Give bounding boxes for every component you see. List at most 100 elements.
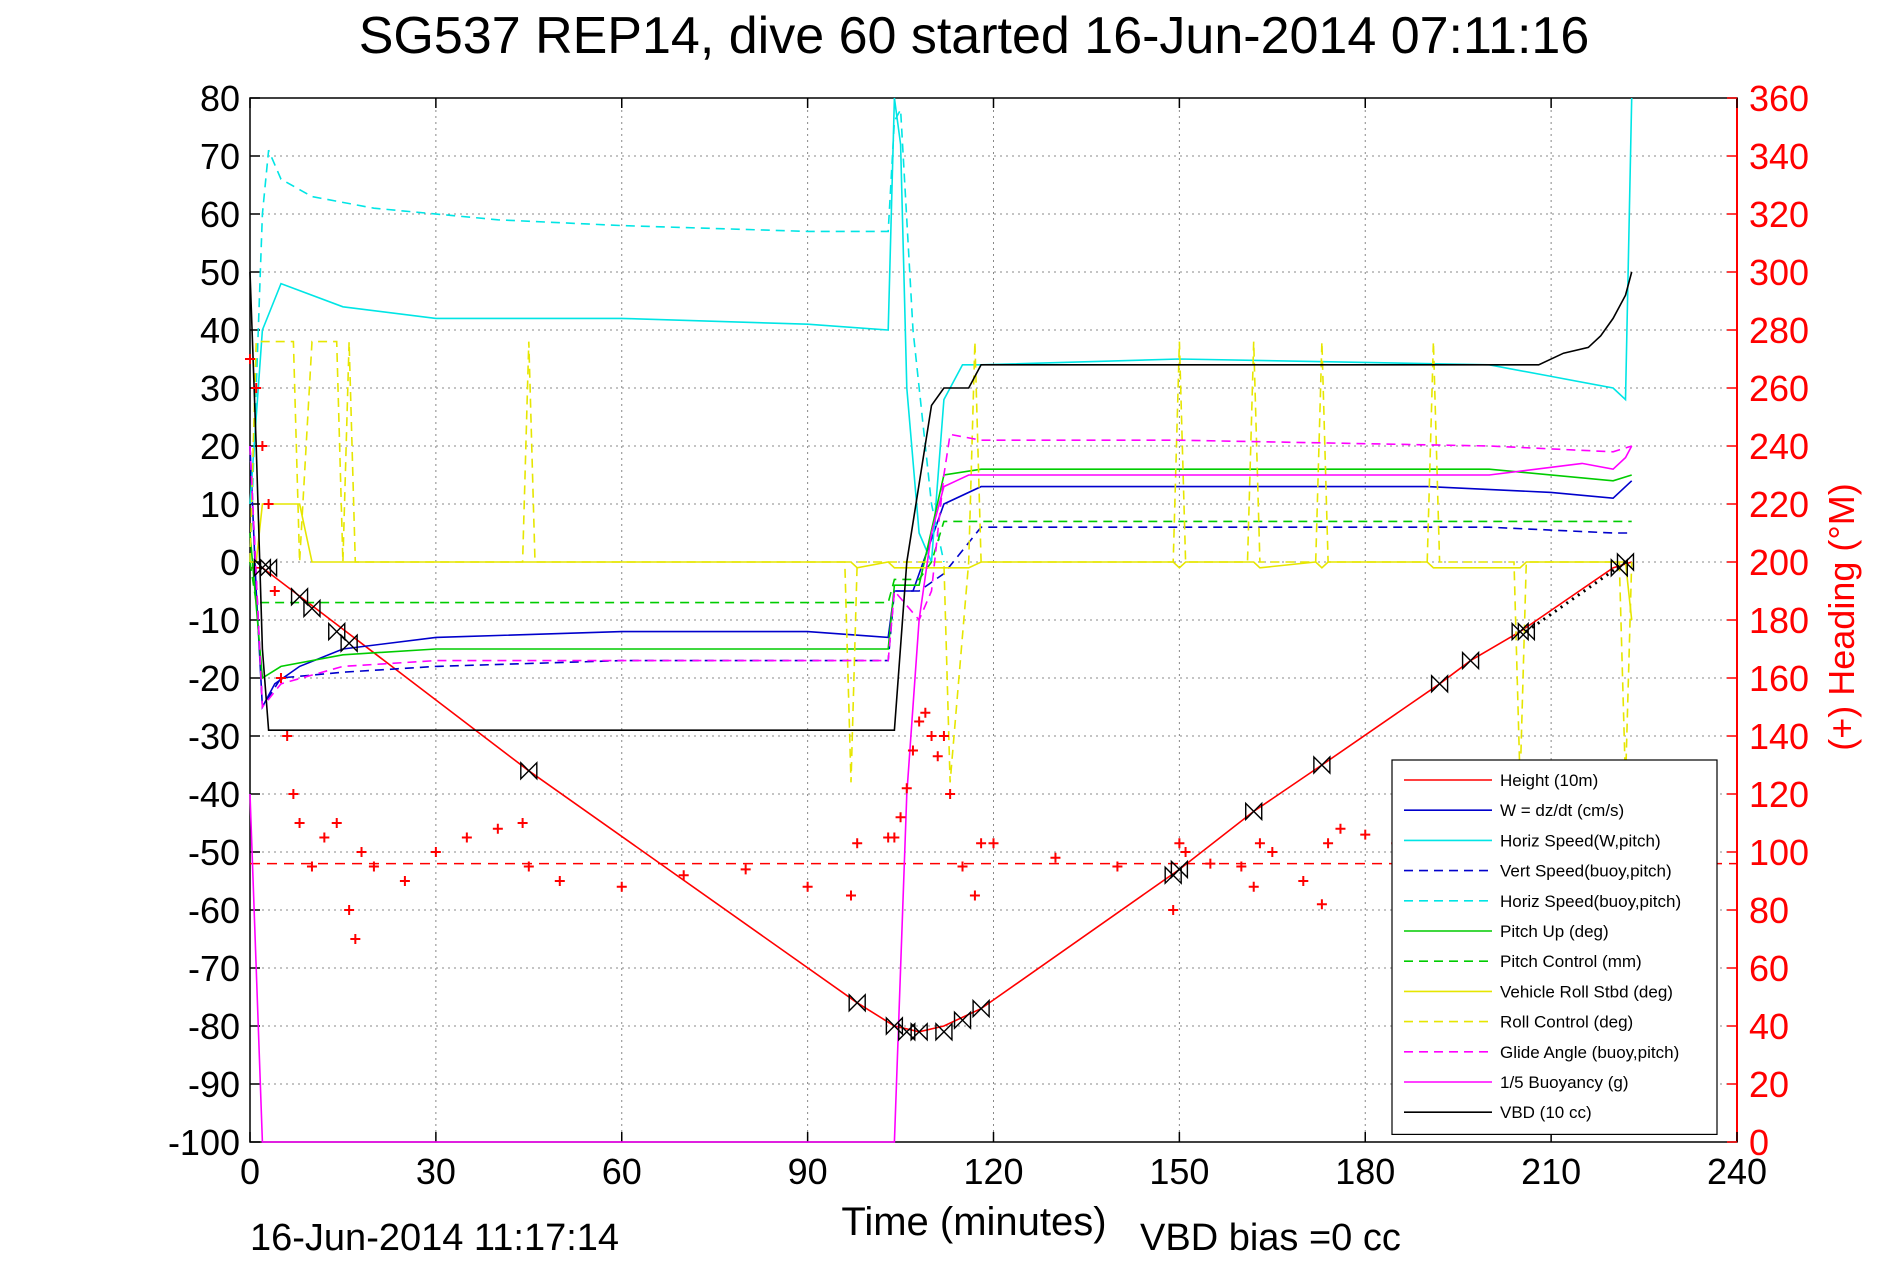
y-left-tick-label: -20 bbox=[188, 658, 240, 699]
y-left-tick-label: 30 bbox=[200, 368, 240, 409]
heading-point bbox=[901, 783, 912, 794]
heading-point bbox=[492, 823, 503, 834]
right-axis-label: (+) Heading (°M) bbox=[1821, 483, 1862, 750]
heading-point bbox=[1205, 858, 1216, 869]
heading-point bbox=[920, 707, 931, 718]
heading-point bbox=[344, 905, 355, 915]
footer-timestamp: 16-Jun-2014 11:17:14 bbox=[250, 1217, 619, 1259]
series-pitch-up-deg bbox=[249, 468, 1632, 680]
legend-label: Vert Speed(buoy,pitch) bbox=[1500, 862, 1672, 881]
heading-point bbox=[740, 864, 751, 875]
heading-point bbox=[889, 832, 900, 843]
heading-point bbox=[945, 789, 956, 799]
heading-point bbox=[932, 751, 943, 762]
legend-box bbox=[1391, 759, 1718, 1135]
chart-title: SG537 REP14, dive 60 started 16-Jun-2014… bbox=[359, 7, 1590, 65]
series-vehicle-roll-stbd-deg bbox=[250, 503, 1633, 621]
heading-point bbox=[251, 383, 262, 393]
legend-label: 1/5 Buoyancy (g) bbox=[1500, 1073, 1629, 1092]
y-left-tick-label: 0 bbox=[220, 542, 240, 583]
y-right-tick-label: 80 bbox=[1749, 890, 1789, 931]
y-left-tick-label: -100 bbox=[168, 1122, 240, 1163]
y-left-tick-label: -60 bbox=[188, 890, 240, 931]
x-tick-label: 210 bbox=[1521, 1151, 1581, 1192]
bowtie-marker bbox=[898, 1022, 916, 1042]
legend: Height (10m) W = dz/dt (cm/s) Horiz Speed(… bbox=[1391, 759, 1718, 1135]
heading-point bbox=[269, 586, 280, 596]
series-1-5-buoyancy-g bbox=[249, 445, 1633, 1143]
heading-point bbox=[257, 441, 268, 451]
y-left-tick-label: -70 bbox=[188, 948, 240, 989]
y-right-tick-label: 360 bbox=[1749, 78, 1809, 119]
series-roll-control-deg bbox=[249, 340, 1633, 783]
bowtie-marker bbox=[1430, 674, 1449, 694]
y-left-tick-label: 10 bbox=[200, 484, 240, 525]
x-tick-label: 90 bbox=[788, 1151, 828, 1192]
heading-point bbox=[969, 890, 980, 901]
y-left-tick-label: -80 bbox=[188, 1006, 240, 1047]
bowtie-marker bbox=[1616, 552, 1635, 572]
x-tick-label: 60 bbox=[602, 1151, 642, 1192]
legend-label: Vehicle Roll Stbd (deg) bbox=[1500, 982, 1673, 1001]
heading-point bbox=[988, 838, 999, 849]
bowtie-marker bbox=[848, 993, 866, 1013]
y-right-tick-label: 300 bbox=[1749, 252, 1809, 293]
y-left-tick-label: -40 bbox=[188, 774, 240, 815]
bowtie-marker bbox=[1170, 859, 1189, 880]
x-tick-label: 0 bbox=[240, 1151, 260, 1192]
bowtie-marker bbox=[885, 1016, 904, 1036]
heading-point bbox=[845, 890, 856, 901]
y-left-tick-label: -50 bbox=[188, 832, 240, 873]
footer-vbd-bias: VBD bias =0 cc bbox=[1140, 1217, 1401, 1259]
x-tick-label: 180 bbox=[1335, 1151, 1395, 1192]
series-group bbox=[245, 97, 1737, 1143]
heading-point bbox=[678, 870, 689, 881]
heading-point bbox=[461, 832, 472, 843]
heading-point bbox=[554, 876, 565, 886]
heading-point bbox=[245, 354, 255, 364]
heading-point bbox=[306, 861, 317, 872]
y-right-tick-label: 60 bbox=[1749, 948, 1789, 989]
heading-point bbox=[957, 861, 968, 872]
y-right-tick-label: 160 bbox=[1749, 658, 1809, 699]
y-left-tick-label: -10 bbox=[188, 600, 240, 641]
bowtie-marker bbox=[1245, 801, 1263, 822]
legend-label: Height (10m) bbox=[1500, 771, 1598, 790]
y-right-tick-label: 320 bbox=[1749, 194, 1809, 235]
heading-point bbox=[523, 861, 534, 872]
bowtie-marker bbox=[1461, 650, 1480, 671]
y-right-tick-label: 100 bbox=[1749, 832, 1809, 873]
heading-point bbox=[1180, 847, 1191, 857]
y-left-tick-label: -90 bbox=[188, 1064, 240, 1105]
legend-label: Horiz Speed(W,pitch) bbox=[1500, 831, 1661, 850]
y-right-tick-label: 280 bbox=[1749, 310, 1809, 351]
series-w-dz-dt-cm-s bbox=[249, 445, 1633, 710]
y-right-tick-label: 220 bbox=[1749, 484, 1809, 525]
y-left-tick-label: -30 bbox=[188, 716, 240, 757]
legend-label: W = dz/dt (cm/s) bbox=[1500, 801, 1624, 820]
y-left-tick-label: 80 bbox=[200, 78, 240, 119]
y-right-tick-label: 340 bbox=[1749, 136, 1809, 177]
heading-point bbox=[275, 673, 286, 683]
heading-point bbox=[1248, 881, 1259, 892]
bowtie-marker bbox=[328, 621, 346, 642]
heading-point bbox=[368, 861, 379, 872]
heading-point bbox=[331, 818, 342, 828]
heading-point bbox=[852, 838, 863, 849]
x-tick-label: 150 bbox=[1149, 1151, 1209, 1192]
y-left-tick-label: 60 bbox=[200, 194, 240, 235]
y-right-tick-label: 200 bbox=[1749, 542, 1809, 583]
heading-point bbox=[976, 838, 987, 849]
heading-point bbox=[926, 731, 937, 741]
x-axis-label: Time (minutes) bbox=[841, 1200, 1106, 1244]
heading-point bbox=[1112, 861, 1123, 872]
heading-point bbox=[616, 881, 627, 892]
series-vbd-10-cc bbox=[249, 271, 1633, 732]
heading-point bbox=[1168, 905, 1179, 915]
bowtie-marker bbox=[953, 1010, 972, 1030]
series-horiz-speed-buoy-pitch bbox=[249, 106, 945, 563]
heading-point bbox=[938, 731, 949, 741]
y-right-tick-label: 240 bbox=[1749, 426, 1809, 467]
y-right-tick-label: 140 bbox=[1749, 716, 1809, 757]
